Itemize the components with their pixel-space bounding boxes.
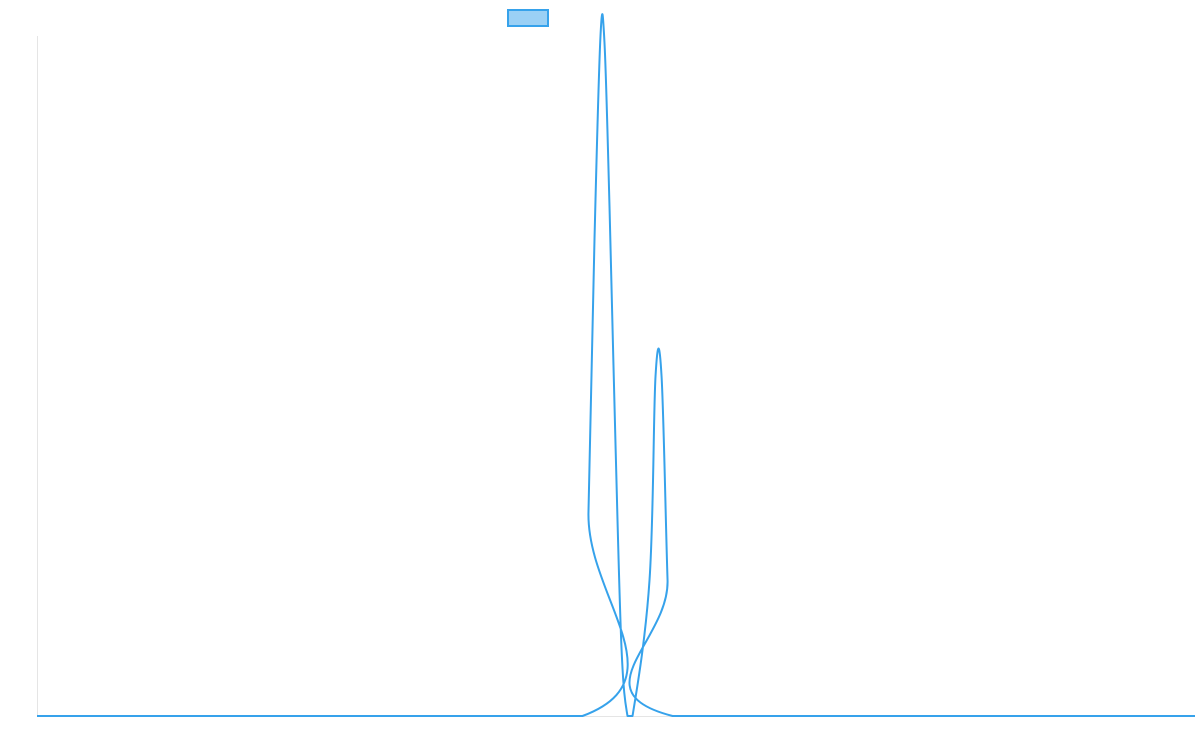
legend-swatch[interactable] [507, 9, 549, 27]
series-layer [37, 13, 1195, 718]
series-line-0 [37, 13, 1195, 718]
